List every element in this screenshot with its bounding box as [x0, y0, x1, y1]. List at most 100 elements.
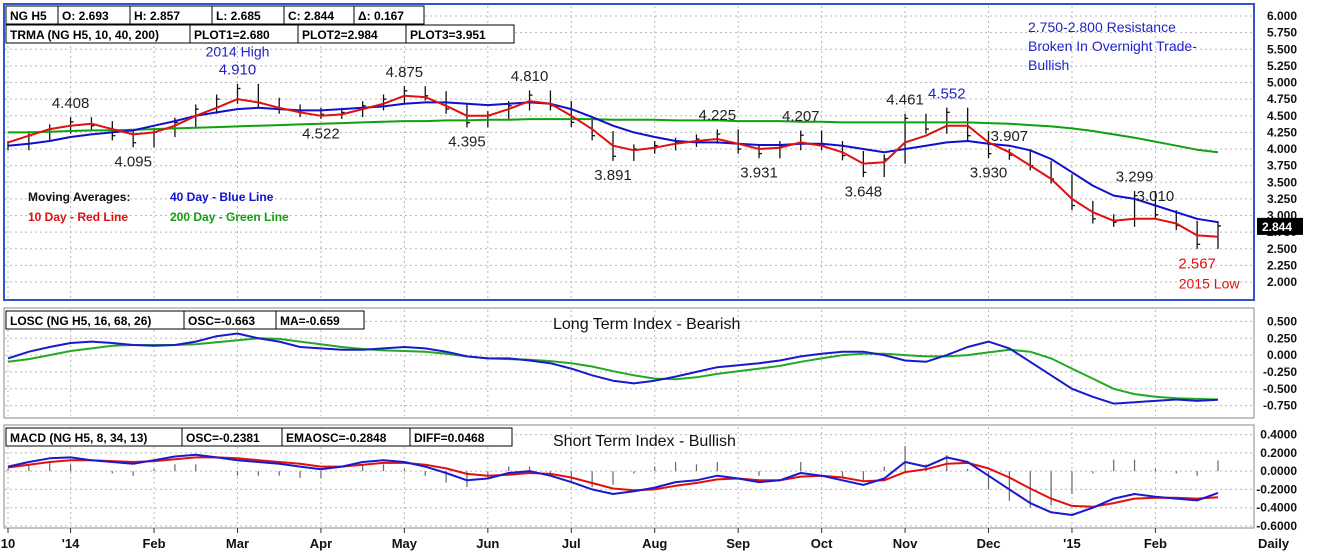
ohlc-high: H: 2.857	[134, 9, 180, 23]
ohlc-symbol: NG H5	[10, 9, 47, 23]
x-axis: 10 '14 Feb Mar Apr May Jun Jul Aug Sep Oct Nov Dec '1…	[1, 528, 1167, 551]
ohlc-close: C: 2.844	[288, 9, 334, 23]
ma10-line	[7, 94, 1219, 238]
trma-plot3: PLOT3=3.951	[410, 28, 486, 42]
losc-ma: MA=-0.659	[280, 314, 340, 328]
x-tick-label: Jul	[562, 536, 581, 551]
losc-y-tick-label: 0.000	[1267, 348, 1297, 362]
x-tick-label: Apr	[310, 536, 332, 551]
ma-legend-red: 10 Day - Red Line	[28, 210, 128, 224]
losc-osc: OSC=-0.663	[188, 314, 255, 328]
price-y-tick-label: 5.500	[1267, 42, 1297, 56]
macd-y-tick-label: 0.0000	[1260, 464, 1297, 478]
macd-y-tick-label: -0.6000	[1256, 519, 1297, 533]
price-label: 3.891	[594, 167, 632, 184]
ohlc-change: Δ: 0.167	[358, 9, 404, 23]
last-price-box	[1257, 217, 1303, 235]
losc-y-tick-label: 0.500	[1267, 314, 1297, 328]
losc-title: Long Term Index - Bearish	[553, 316, 740, 333]
price-y-tick-label: 4.500	[1267, 109, 1297, 123]
price-label: 4.875	[386, 64, 424, 81]
price-label: 3.010	[1137, 188, 1175, 205]
losc-header: LOSC (NG H5, 16, 68, 26) OSC=-0.663 MA=-…	[5, 310, 365, 330]
y-axis-ticks: 2.0002.2502.5002.7503.0003.2503.5003.750…	[1256, 9, 1297, 533]
macd-series-layer	[7, 446, 1219, 516]
ma40-line	[7, 101, 1219, 224]
price-y-tick-label: 2.500	[1267, 242, 1297, 256]
price-panel-frame	[3, 3, 1255, 301]
price-y-tick-label: 5.250	[1267, 59, 1297, 73]
price-y-tick-label: 6.000	[1267, 9, 1297, 23]
price-label: 4.395	[448, 134, 486, 151]
trma-plot1: PLOT1=2.680	[194, 28, 270, 42]
price-y-tick-label: 2.250	[1267, 258, 1297, 272]
price-label: 4.408	[52, 95, 90, 112]
macd-y-tick-label: -0.2000	[1256, 482, 1297, 496]
trma-box-plot3	[405, 24, 515, 44]
ma-legend-blue: 40 Day - Blue Line	[170, 190, 274, 204]
price-series-layer	[7, 83, 1221, 249]
price-label: 4.095	[114, 154, 152, 171]
price-data-labels: 4.408 4.095 4.910 4.522 4.875 4.395 4.810 3.891…	[52, 61, 1216, 272]
ohlc-box-change	[353, 5, 425, 25]
losc-y-tick-label: -0.500	[1263, 382, 1297, 396]
ma-legend: Moving Averages: 40 Day - Blue Line 10 D…	[28, 190, 289, 224]
ma-legend-green: 200 Day - Green Line	[170, 210, 289, 224]
price-y-tick-label: 3.250	[1267, 192, 1297, 206]
resistance-annotation: 2.750-2.800 Resistance Broken In Overnig…	[1028, 19, 1197, 73]
price-label: 3.299	[1116, 169, 1154, 186]
losc-series-layer	[7, 332, 1219, 405]
price-y-tick-label: 4.000	[1267, 142, 1297, 156]
x-tick-label: Aug	[642, 536, 667, 551]
x-tick-label: 10	[1, 536, 15, 551]
price-label: 4.522	[302, 125, 340, 142]
resistance-line-2: Broken In Overnight Trade-	[1028, 38, 1197, 54]
macd-emaosc: EMAOSC=-0.2848	[286, 431, 387, 445]
ohlc-header: NG H5 O: 2.693 H: 2.857 L: 2.685 C: 2.84…	[5, 5, 515, 44]
x-tick-label: Jun	[476, 536, 499, 551]
resistance-line-1: 2.750-2.800 Resistance	[1028, 19, 1176, 35]
ohlc-open: O: 2.693	[62, 9, 109, 23]
trma-plot2: PLOT2=2.984	[302, 28, 378, 42]
price-label: 3.930	[970, 165, 1008, 182]
grid-layer	[5, 6, 1253, 527]
ma200-line	[8, 118, 1219, 154]
macd-y-tick-label: -0.4000	[1256, 501, 1297, 515]
losc-ma-line	[7, 337, 1219, 401]
annotation-2014-high: 2014 High	[206, 43, 270, 59]
macd-title: Short Term Index - Bullish	[553, 433, 736, 450]
x-tick-label: Oct	[811, 536, 833, 551]
trma-label: TRMA (NG H5, 10, 40, 200)	[10, 28, 159, 42]
price-y-tick-label: 3.750	[1267, 159, 1297, 173]
last-price-value: 2.844	[1262, 220, 1292, 234]
macd-box-diff	[409, 427, 513, 447]
x-tick-label: Mar	[226, 536, 249, 551]
price-label: 2.567	[1178, 255, 1216, 272]
price-label: 4.461	[886, 91, 924, 108]
macd-osc: OSC=-0.2381	[186, 431, 260, 445]
price-y-tick-label: 4.250	[1267, 125, 1297, 139]
price-y-tick-label: 3.500	[1267, 175, 1297, 189]
x-tick-label: Feb	[1144, 536, 1167, 551]
losc-osc-line	[7, 332, 1219, 405]
price-label: 4.552	[928, 85, 966, 102]
losc-label: LOSC (NG H5, 16, 68, 26)	[10, 314, 151, 328]
macd-y-tick-label: 0.2000	[1260, 446, 1297, 460]
x-tick-label: '14	[62, 536, 80, 551]
macd-header: MACD (NG H5, 8, 34, 13) OSC=-0.2381 EMAO…	[5, 427, 513, 447]
macd-label: MACD (NG H5, 8, 34, 13)	[10, 431, 147, 445]
price-label: 3.648	[845, 183, 883, 200]
macd-line	[7, 453, 1219, 516]
last-price-marker: 2.844	[1257, 217, 1303, 235]
price-label: 4.810	[511, 68, 549, 85]
x-tick-label: Sep	[726, 536, 750, 551]
period-label: Daily	[1258, 536, 1290, 551]
price-label: 3.907	[991, 128, 1029, 145]
price-label: 3.931	[740, 165, 778, 182]
price-y-tick-label: 2.000	[1267, 275, 1297, 289]
losc-y-tick-label: 0.250	[1267, 331, 1297, 345]
x-tick-label: Feb	[142, 536, 165, 551]
x-tick-label: Dec	[977, 536, 1001, 551]
losc-box-ma	[275, 310, 365, 330]
x-tick-label: Nov	[893, 536, 918, 551]
